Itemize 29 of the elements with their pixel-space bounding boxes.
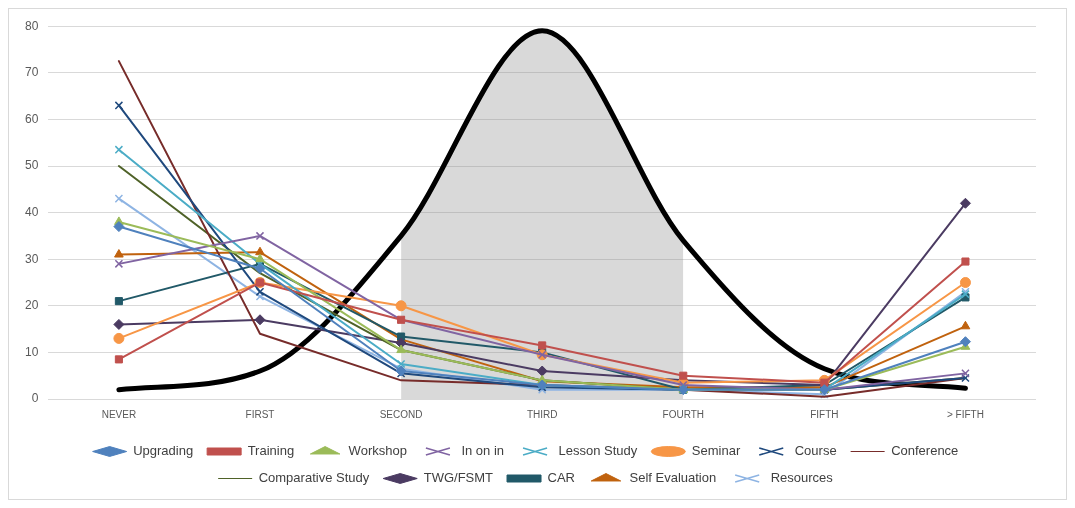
x-tick-label: SECOND bbox=[379, 408, 423, 420]
x-tick-label: > FIFTH bbox=[946, 408, 984, 420]
x-tick-label: FOURTH bbox=[662, 408, 705, 420]
legend-label: Lesson Study bbox=[558, 443, 638, 459]
legend-label: Workshop bbox=[348, 443, 407, 459]
y-tick-label: 60 bbox=[24, 111, 39, 126]
legend-label: Self Evaluation bbox=[629, 470, 717, 486]
legend-label: Seminar bbox=[691, 443, 741, 459]
x-tick-label: THIRD bbox=[526, 408, 558, 420]
legend-label: Training bbox=[247, 443, 295, 459]
legend-label: Conference bbox=[891, 443, 959, 459]
y-tick-label: 40 bbox=[24, 204, 39, 219]
legend-label: TWG/FSMT bbox=[423, 470, 494, 486]
legend-label: CAR bbox=[547, 470, 575, 486]
x-tick-label: FIFTH bbox=[810, 408, 839, 420]
y-tick-label: 20 bbox=[24, 298, 39, 313]
x-tick-label: FIRST bbox=[245, 408, 275, 420]
legend-label: Resources bbox=[770, 470, 834, 486]
y-tick-label: 30 bbox=[24, 251, 39, 266]
y-tick-label: 50 bbox=[24, 158, 39, 173]
y-tick-label: 70 bbox=[24, 65, 39, 80]
x-tick-label: NEVER bbox=[101, 408, 137, 420]
legend-label: Upgrading bbox=[133, 443, 194, 459]
y-tick-label: 80 bbox=[24, 18, 39, 33]
legend-label: In on in bbox=[461, 443, 505, 459]
y-tick-label: 0 bbox=[31, 391, 39, 406]
y-tick-label: 10 bbox=[24, 344, 39, 359]
legend-label: Course bbox=[794, 443, 837, 459]
legend-label: Comparative Study bbox=[258, 470, 370, 486]
